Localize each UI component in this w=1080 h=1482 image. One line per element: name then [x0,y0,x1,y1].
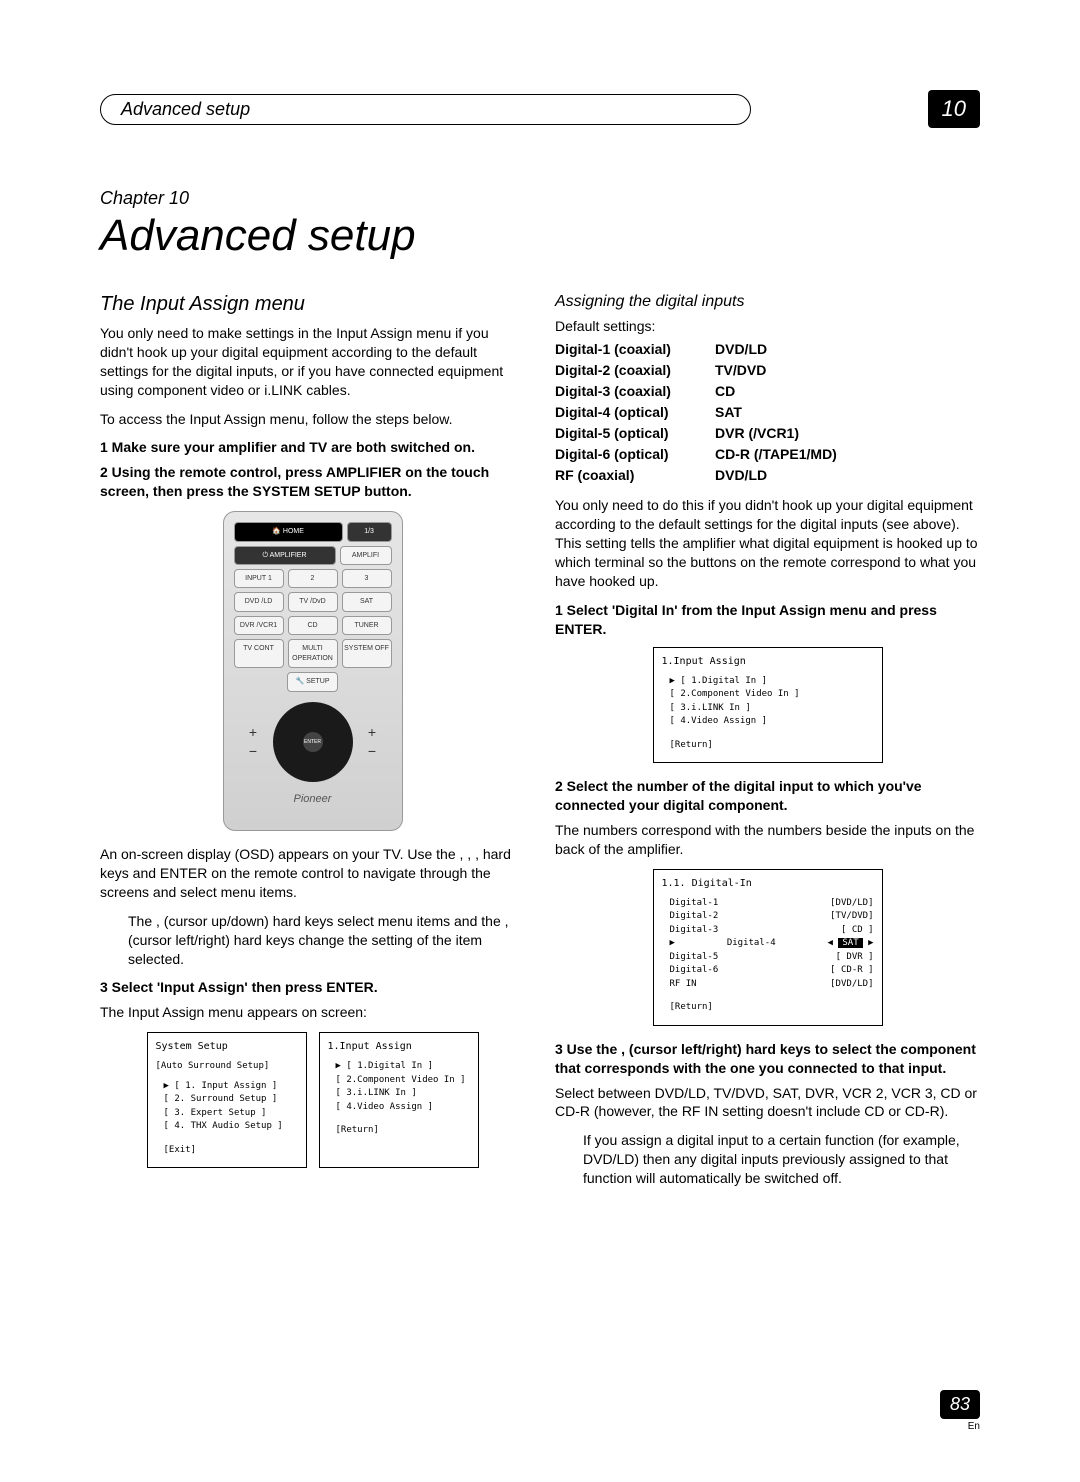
intro-text: You only need to make settings in the In… [100,324,525,400]
r-step-3: 3 Use the , (cursor left/right) hard key… [555,1040,980,1078]
page-footer: 83 En [940,1390,980,1432]
remote-dpad: ENTER [273,702,353,782]
remote-setup-btn: 🔧 SETUP [287,672,338,691]
remote-amp-small: AMPLIFI [340,546,392,565]
page-lang: En [940,1421,980,1432]
osd-item-sel: 1. Input Assign [185,1081,266,1091]
r-step-2-sub: The numbers correspond with the numbers … [555,821,980,859]
note: If you assign a digital input to a certa… [583,1131,980,1188]
step-2: 2 Using the remote control, press AMPLIF… [100,463,525,501]
assigning-heading: Assigning the digital inputs [555,291,980,313]
osd-item-sel: 1.Digital In [691,676,756,686]
remote-dvd-btn: DVD /LD [234,592,284,611]
osd-item: [ 2.Component Video In ] [670,688,874,702]
remote-input3: 3 [342,569,392,588]
osd-system-setup: System Setup [Auto Surround Setup] ▶ [ 1… [147,1032,307,1168]
r-step-2: 2 Select the number of the digital input… [555,777,980,815]
header-title: Advanced setup [100,94,751,125]
osd-title: 1.Input Assign [662,654,874,669]
remote-input2: 2 [288,569,338,588]
step-1: 1 Make sure your amplifier and TV are bo… [100,438,525,457]
defaults-list: Digital-1 (coaxial)DVD/LD Digital-2 (coa… [555,339,980,486]
para-1: You only need to do this if you didn't h… [555,496,980,590]
header-page-tab: 10 [928,90,980,128]
osd-subtitle: [Auto Surround Setup] [156,1060,298,1074]
osd-digital-in: 1.1. Digital-In Digital-1[DVD/LD] Digita… [653,869,883,1026]
remote-sat-btn: SAT [342,592,392,611]
osd-return: [Return] [670,739,874,753]
osd-exit: [Exit] [164,1144,298,1158]
osd-input-assign-2: 1.Input Assign ▶ [ 1.Digital In ] [ 2.Co… [653,647,883,764]
remote-control-figure: 🏠 HOME 1/3 ⏻ AMPLIFIER AMPLIFI INPUT 1 2… [223,511,403,831]
remote-brand: Pioneer [234,792,392,807]
r-step-1: 1 Select 'Digital In' from the Input Ass… [555,601,980,639]
remote-tvdvd-btn: TV /DvD [288,592,338,611]
osd-title: 1.1. Digital-In [662,876,874,891]
left-column: The Input Assign menu You only need to m… [100,291,525,1198]
osd-input-assign: 1.Input Assign ▶ [ 1.Digital In ] [ 2.Co… [319,1032,479,1168]
input-assign-heading: The Input Assign menu [100,291,525,318]
chapter-title: Advanced setup [100,211,980,261]
remote-input1: INPUT 1 [234,569,284,588]
osd-return: [Return] [336,1124,470,1138]
osd-item: [ 2.Component Video In ] [336,1074,470,1088]
remote-cd-btn: CD [288,616,338,635]
remote-multi-btn: MULTI OPERATION [288,639,338,668]
osd-title: 1.Input Assign [328,1039,470,1054]
step-3-sub: The Input Assign menu appears on screen: [100,1003,525,1022]
osd-item: [ 4. THX Audio Setup ] [164,1120,298,1134]
chapter-label: Chapter 10 [100,188,980,209]
osd-title: System Setup [156,1039,298,1054]
osd-item-sel: 1.Digital In [357,1061,422,1071]
osd-item: [ 4.Video Assign ] [670,715,874,729]
right-column: Assigning the digital inputs Default set… [555,291,980,1198]
osd-note-1: An on-screen display (OSD) appears on yo… [100,845,525,902]
page-number: 83 [940,1390,980,1419]
osd-item: [ 3.i.LINK In ] [336,1087,470,1101]
remote-enter-btn: ENTER [303,732,323,752]
osd-item: [ 4.Video Assign ] [336,1101,470,1115]
access-text: To access the Input Assign menu, follow … [100,410,525,429]
remote-page-indicator: 1/3 [347,522,392,541]
osd-return: [Return] [670,1001,874,1015]
osd-item: [ 2. Surround Setup ] [164,1093,298,1107]
step-3: 3 Select 'Input Assign' then press ENTER… [100,978,525,997]
defaults-label: Default settings: [555,317,980,336]
remote-tvcont-btn: TV CONT [234,639,284,668]
osd-item: [ 3.i.LINK In ] [670,702,874,716]
osd-item: [ 3. Expert Setup ] [164,1107,298,1121]
remote-home-btn: 🏠 HOME [234,522,343,541]
page-header: Advanced setup 10 [100,90,980,128]
remote-amplifier-btn: ⏻ AMPLIFIER [234,546,336,565]
remote-sysoff-btn: SYSTEM OFF [342,639,392,668]
remote-tuner-btn: TUNER [342,616,392,635]
r-step-3-sub: Select between DVD/LD, TV/DVD, SAT, DVR,… [555,1084,980,1122]
remote-dvr-btn: DVR /VCR1 [234,616,284,635]
osd-note-2: The , (cursor up/down) hard keys select … [128,912,525,969]
